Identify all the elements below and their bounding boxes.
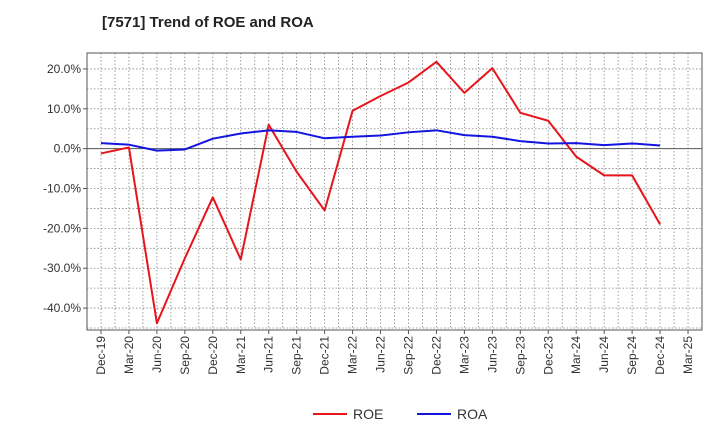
- x-tick-label: Jun-23: [485, 336, 499, 373]
- legend: ROE ROA: [313, 406, 488, 422]
- x-tick-label: Mar-24: [569, 336, 583, 374]
- y-axis-ticks: 20.0% 10.0% 0.0% -10.0% -20.0% -30.0% -40.0%: [43, 62, 87, 315]
- x-tick-label: Sep-20: [178, 336, 192, 375]
- x-tick-label: Dec-20: [206, 336, 220, 375]
- x-tick-label: Sep-23: [513, 336, 527, 375]
- x-tick-label: Mar-22: [346, 336, 360, 374]
- y-tick-label: -20.0%: [43, 221, 81, 235]
- x-tick-label: Mar-23: [457, 336, 471, 374]
- y-tick-label: 10.0%: [47, 102, 81, 116]
- x-tick-label: Jun-21: [262, 336, 276, 373]
- chart-title: [7571] Trend of ROE and ROA: [102, 14, 314, 31]
- x-tick-label: Sep-24: [625, 336, 639, 375]
- y-tick-label: -30.0%: [43, 261, 81, 275]
- x-tick-label: Jun-20: [150, 336, 164, 373]
- x-tick-label: Mar-25: [681, 336, 695, 374]
- x-tick-label: Dec-23: [541, 336, 555, 375]
- x-tick-label: Jun-22: [374, 336, 388, 373]
- x-tick-label: Dec-21: [318, 336, 332, 375]
- series-layer: [100, 60, 661, 325]
- x-tick-label: Sep-22: [401, 336, 415, 375]
- y-tick-label: 20.0%: [47, 62, 81, 76]
- plot-area-frame: [86, 52, 703, 331]
- x-tick-label: Mar-20: [122, 336, 136, 374]
- legend-label-roa: ROA: [457, 406, 488, 422]
- y-tick-label: 0.0%: [54, 142, 82, 156]
- x-tick-label: Jun-24: [597, 336, 611, 373]
- x-axis-ticks: Dec-19 Mar-20 Jun-20 Sep-20 Dec-20 Mar-21 Jun-…: [94, 330, 695, 375]
- grid-layer: [87, 53, 702, 330]
- y-tick-label: -40.0%: [43, 301, 81, 315]
- x-tick-label: Dec-19: [94, 336, 108, 375]
- x-tick-label: Mar-21: [234, 336, 248, 374]
- series-line-roa: [100, 129, 661, 152]
- legend-label-roe: ROE: [353, 406, 383, 422]
- series-line-roe: [100, 60, 661, 325]
- x-tick-label: Sep-21: [290, 336, 304, 375]
- x-tick-label: Dec-22: [429, 336, 443, 375]
- y-tick-label: -10.0%: [43, 182, 81, 196]
- x-tick-label: Dec-24: [653, 336, 667, 375]
